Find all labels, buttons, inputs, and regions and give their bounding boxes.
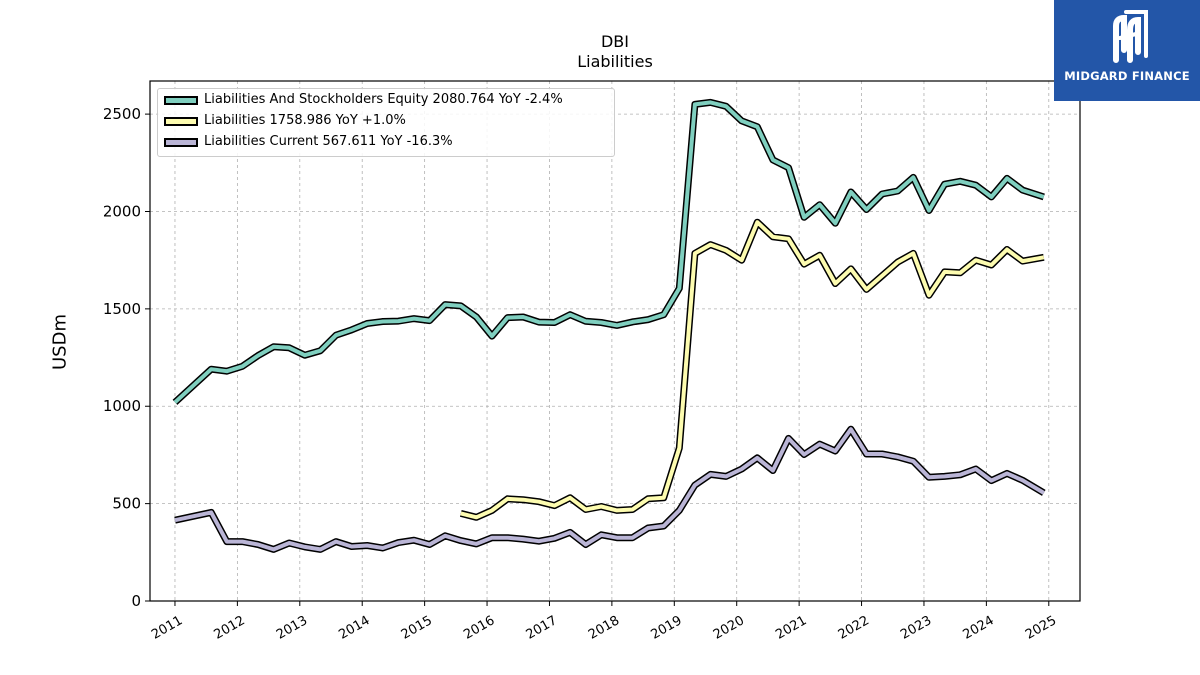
- x-tick-label: 2025: [1023, 613, 1059, 643]
- legend-swatch-liabilities: [164, 117, 198, 126]
- brand-logo: MIDGARD FINANCE: [1054, 0, 1200, 101]
- legend: Liabilities And Stockholders Equity 2080…: [157, 88, 615, 157]
- plot-frame: [149, 80, 1081, 602]
- y-tick-label: 2000: [103, 202, 141, 220]
- series-line-current-outline: [174, 425, 1046, 553]
- x-tick-label: 2016: [461, 613, 497, 643]
- y-tick-label: 500: [112, 495, 141, 513]
- x-tick-label: 2023: [898, 613, 934, 643]
- y-tick-label: 1500: [103, 300, 141, 318]
- y-tick-label: 1000: [103, 397, 141, 415]
- y-axis-ticks: 0 500 1000 1500 2000 2500: [103, 105, 150, 610]
- x-axis-ticks: 2011 2012 2013 2014 2015 2016 2017 2018 2019 2020…: [149, 601, 1059, 643]
- y-axis-label: USDm: [49, 314, 71, 370]
- legend-label-liabilities: Liabilities 1758.986 YoY +1.0%: [204, 113, 406, 128]
- series-line-liabilities: [460, 220, 1045, 520]
- x-tick-label: 2011: [149, 613, 185, 643]
- logo-text: MIDGARD FINANCE: [1064, 69, 1190, 83]
- legend-item-liabilities: Liabilities 1758.986 YoY +1.0%: [158, 112, 614, 132]
- x-tick-label: 2019: [648, 613, 684, 643]
- x-tick-label: 2021: [773, 613, 809, 643]
- legend-item-equity: Liabilities And Stockholders Equity 2080…: [158, 91, 614, 111]
- legend-label-current: Liabilities Current 567.611 YoY -16.3%: [204, 134, 453, 149]
- grid-lines: [150, 81, 1080, 602]
- legend-swatch-current: [164, 138, 198, 147]
- y-tick-label: 2500: [103, 105, 141, 123]
- x-tick-label: 2020: [711, 613, 747, 643]
- series-lines: [172, 98, 1046, 553]
- y-tick-label: 0: [131, 592, 141, 610]
- x-tick-label: 2017: [524, 613, 560, 643]
- logo-mark-icon: [1113, 10, 1148, 63]
- chart-title: DBI: [600, 32, 629, 51]
- series-line-current: [174, 427, 1045, 552]
- x-tick-label: 2015: [399, 613, 435, 643]
- series-line-equity: [173, 100, 1045, 404]
- legend-item-current: Liabilities Current 567.611 YoY -16.3%: [158, 133, 614, 153]
- x-tick-label: 2013: [274, 613, 310, 643]
- legend-swatch-equity: [164, 96, 198, 105]
- x-tick-label: 2012: [212, 613, 248, 643]
- legend-label-equity: Liabilities And Stockholders Equity 2080…: [204, 92, 563, 107]
- x-tick-label: 2014: [336, 613, 372, 643]
- x-tick-label: 2018: [586, 613, 622, 643]
- chart-subtitle: Liabilities: [577, 52, 653, 71]
- x-tick-label: 2024: [961, 613, 997, 643]
- x-tick-label: 2022: [836, 613, 872, 643]
